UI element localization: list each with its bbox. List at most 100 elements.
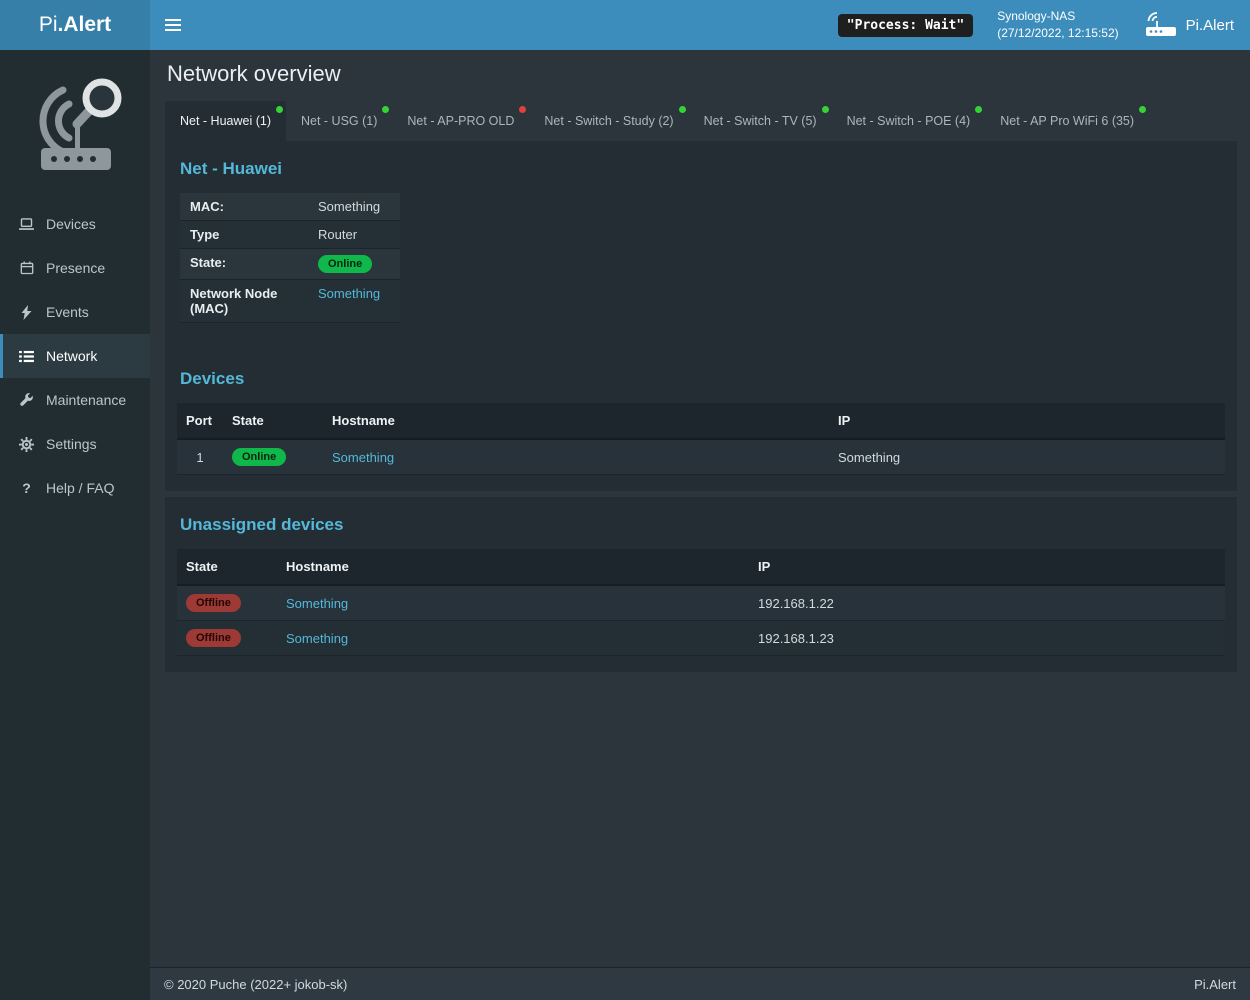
nas-timestamp: (27/12/2022, 12:15:52)	[997, 26, 1119, 40]
table-header-row: State Hostname IP	[177, 549, 1225, 586]
status-badge: Online	[318, 255, 373, 273]
column-header: IP	[829, 403, 1225, 440]
status-dot-icon	[1139, 106, 1147, 113]
status-dot-icon	[821, 106, 829, 113]
status-dot-icon	[975, 106, 983, 113]
devices-table: Port State Hostname IP 1 Online Somethin…	[177, 403, 1225, 475]
sidebar-nav: Devices Presence Events Network Maintena…	[0, 202, 150, 510]
question-icon: ?	[22, 480, 31, 496]
tab-net-ap-pro-old[interactable]: Net - AP-PRO OLD	[392, 101, 529, 141]
menu-toggle-button[interactable]	[150, 0, 196, 50]
status-dot-icon	[678, 106, 686, 113]
tab-label: Net - USG (1)	[301, 114, 378, 128]
tab-label: Net - Switch - Study (2)	[544, 114, 674, 128]
sidebar-item-help[interactable]: ? Help / FAQ	[0, 466, 150, 510]
logo-prefix: Pi	[38, 13, 58, 36]
tab-label: Net - Huawei (1)	[180, 114, 271, 128]
status-badge: Online	[232, 448, 287, 466]
unassigned-title: Unassigned devices	[180, 515, 344, 534]
status-dot-icon	[382, 106, 390, 113]
bolt-icon	[18, 304, 35, 320]
node-detail-panel: Net - Huawei MAC: Something Type Router …	[165, 141, 1237, 491]
tab-net-huawei[interactable]: Net - Huawei (1)	[165, 101, 286, 141]
column-header: Hostname	[277, 549, 749, 586]
copyright-text: © 2020 Puche (2022+ jokob-sk)	[164, 976, 348, 992]
table-row: Network Node (MAC) Something	[180, 279, 400, 323]
nas-name: Synology-NAS	[997, 8, 1076, 23]
sidebar-item-label: Events	[46, 304, 89, 320]
column-header: IP	[749, 549, 1225, 586]
table-row: Type Router	[180, 220, 400, 249]
sidebar-item-label: Presence	[46, 260, 106, 276]
sidebar-item-label: Devices	[46, 216, 96, 232]
navbar-right: "Process: Wait" Synology-NAS (27/12/2022…	[837, 8, 1250, 43]
tab-label: Net - Switch - POE (4)	[846, 114, 971, 128]
calendar-icon	[18, 261, 35, 275]
unassigned-devices-table: State Hostname IP Offline Something 192.…	[177, 549, 1225, 656]
sidebar-item-label: Settings	[46, 436, 97, 452]
laptop-icon	[18, 217, 35, 231]
status-badge: Offline	[186, 629, 241, 647]
info-row-label: MAC:	[180, 193, 308, 221]
sidebar-item-presence[interactable]: Presence	[0, 246, 150, 290]
table-row: MAC: Something	[180, 193, 400, 221]
footer-brand: Pi.Alert	[1194, 976, 1236, 992]
logo-suffix: .Alert	[57, 13, 112, 36]
tab-label: Net - AP-PRO OLD	[407, 114, 515, 128]
router-icon	[1145, 12, 1177, 38]
info-row-label: State:	[180, 248, 308, 280]
sidebar: Devices Presence Events Network Maintena…	[0, 50, 150, 1000]
info-row-value: Router	[308, 220, 400, 249]
column-header: Hostname	[323, 403, 829, 440]
sidebar-item-label: Network	[46, 348, 98, 364]
hostname-link[interactable]: Something	[286, 595, 349, 611]
table-row: Offline Something 192.168.1.23	[177, 620, 1225, 656]
sidebar-item-label: Help / FAQ	[46, 480, 115, 496]
table-row: Offline Something 192.168.1.22	[177, 585, 1225, 621]
ip-cell: 192.168.1.22	[749, 585, 1225, 621]
unassigned-devices-panel: Unassigned devices State Hostname IP Off…	[165, 497, 1237, 672]
network-icon	[18, 350, 35, 363]
hostname-link[interactable]: Something	[286, 630, 349, 646]
network-node-link[interactable]: Something	[318, 286, 381, 301]
main-content: Network overview Net - Huawei (1) Net - …	[150, 50, 1250, 967]
tab-net-usg[interactable]: Net - USG (1)	[286, 101, 392, 141]
column-header: State	[223, 403, 323, 440]
table-row: 1 Online Something Something	[177, 439, 1225, 475]
tab-net-switch-study[interactable]: Net - Switch - Study (2)	[529, 101, 688, 141]
tab-net-switch-poe[interactable]: Net - Switch - POE (4)	[832, 101, 986, 141]
ip-cell: Something	[829, 439, 1225, 475]
sidebar-item-devices[interactable]: Devices	[0, 202, 150, 246]
network-node-tabs: Net - Huawei (1) Net - USG (1) Net - AP-…	[165, 101, 1237, 141]
gear-icon	[18, 436, 35, 452]
footer: © 2020 Puche (2022+ jokob-sk) Pi.Alert	[150, 967, 1250, 1000]
port-cell: 1	[177, 439, 223, 475]
sidebar-item-settings[interactable]: Settings	[0, 422, 150, 466]
pialert-logo-graphic	[0, 50, 150, 182]
sidebar-item-maintenance[interactable]: Maintenance	[0, 378, 150, 422]
top-bar: Pi .Alert "Process: Wait" Synology-NAS (2…	[0, 0, 1250, 50]
tab-label: Net - Switch - TV (5)	[703, 114, 817, 128]
tab-net-switch-tv[interactable]: Net - Switch - TV (5)	[689, 101, 832, 141]
page-title: Network overview	[167, 61, 341, 86]
tab-label: Net - AP Pro WiFi 6 (35)	[1000, 114, 1135, 128]
process-status-badge[interactable]: "Process: Wait"	[837, 13, 974, 37]
brand-name: Pi.Alert	[1185, 16, 1234, 34]
devices-section-title: Devices	[180, 369, 245, 388]
status-dot-icon	[519, 106, 527, 113]
sidebar-item-events[interactable]: Events	[0, 290, 150, 334]
app-logo[interactable]: Pi .Alert	[0, 0, 150, 50]
status-dot-icon	[276, 106, 283, 113]
column-header: State	[177, 549, 277, 586]
info-row-value: Something	[308, 193, 400, 221]
tab-net-ap-pro-wifi6[interactable]: Net - AP Pro WiFi 6 (35)	[985, 101, 1149, 141]
info-row-label: Type	[180, 220, 308, 249]
node-title: Net - Huawei	[180, 159, 283, 178]
table-row: State: Online	[180, 248, 400, 280]
node-info-table: MAC: Something Type Router State: Online…	[180, 193, 400, 323]
hamburger-icon	[165, 19, 181, 31]
sidebar-item-network[interactable]: Network	[0, 334, 150, 378]
hostname-link[interactable]: Something	[332, 449, 395, 465]
sidebar-item-label: Maintenance	[46, 392, 127, 408]
nas-info: Synology-NAS (27/12/2022, 12:15:52)	[997, 8, 1118, 43]
